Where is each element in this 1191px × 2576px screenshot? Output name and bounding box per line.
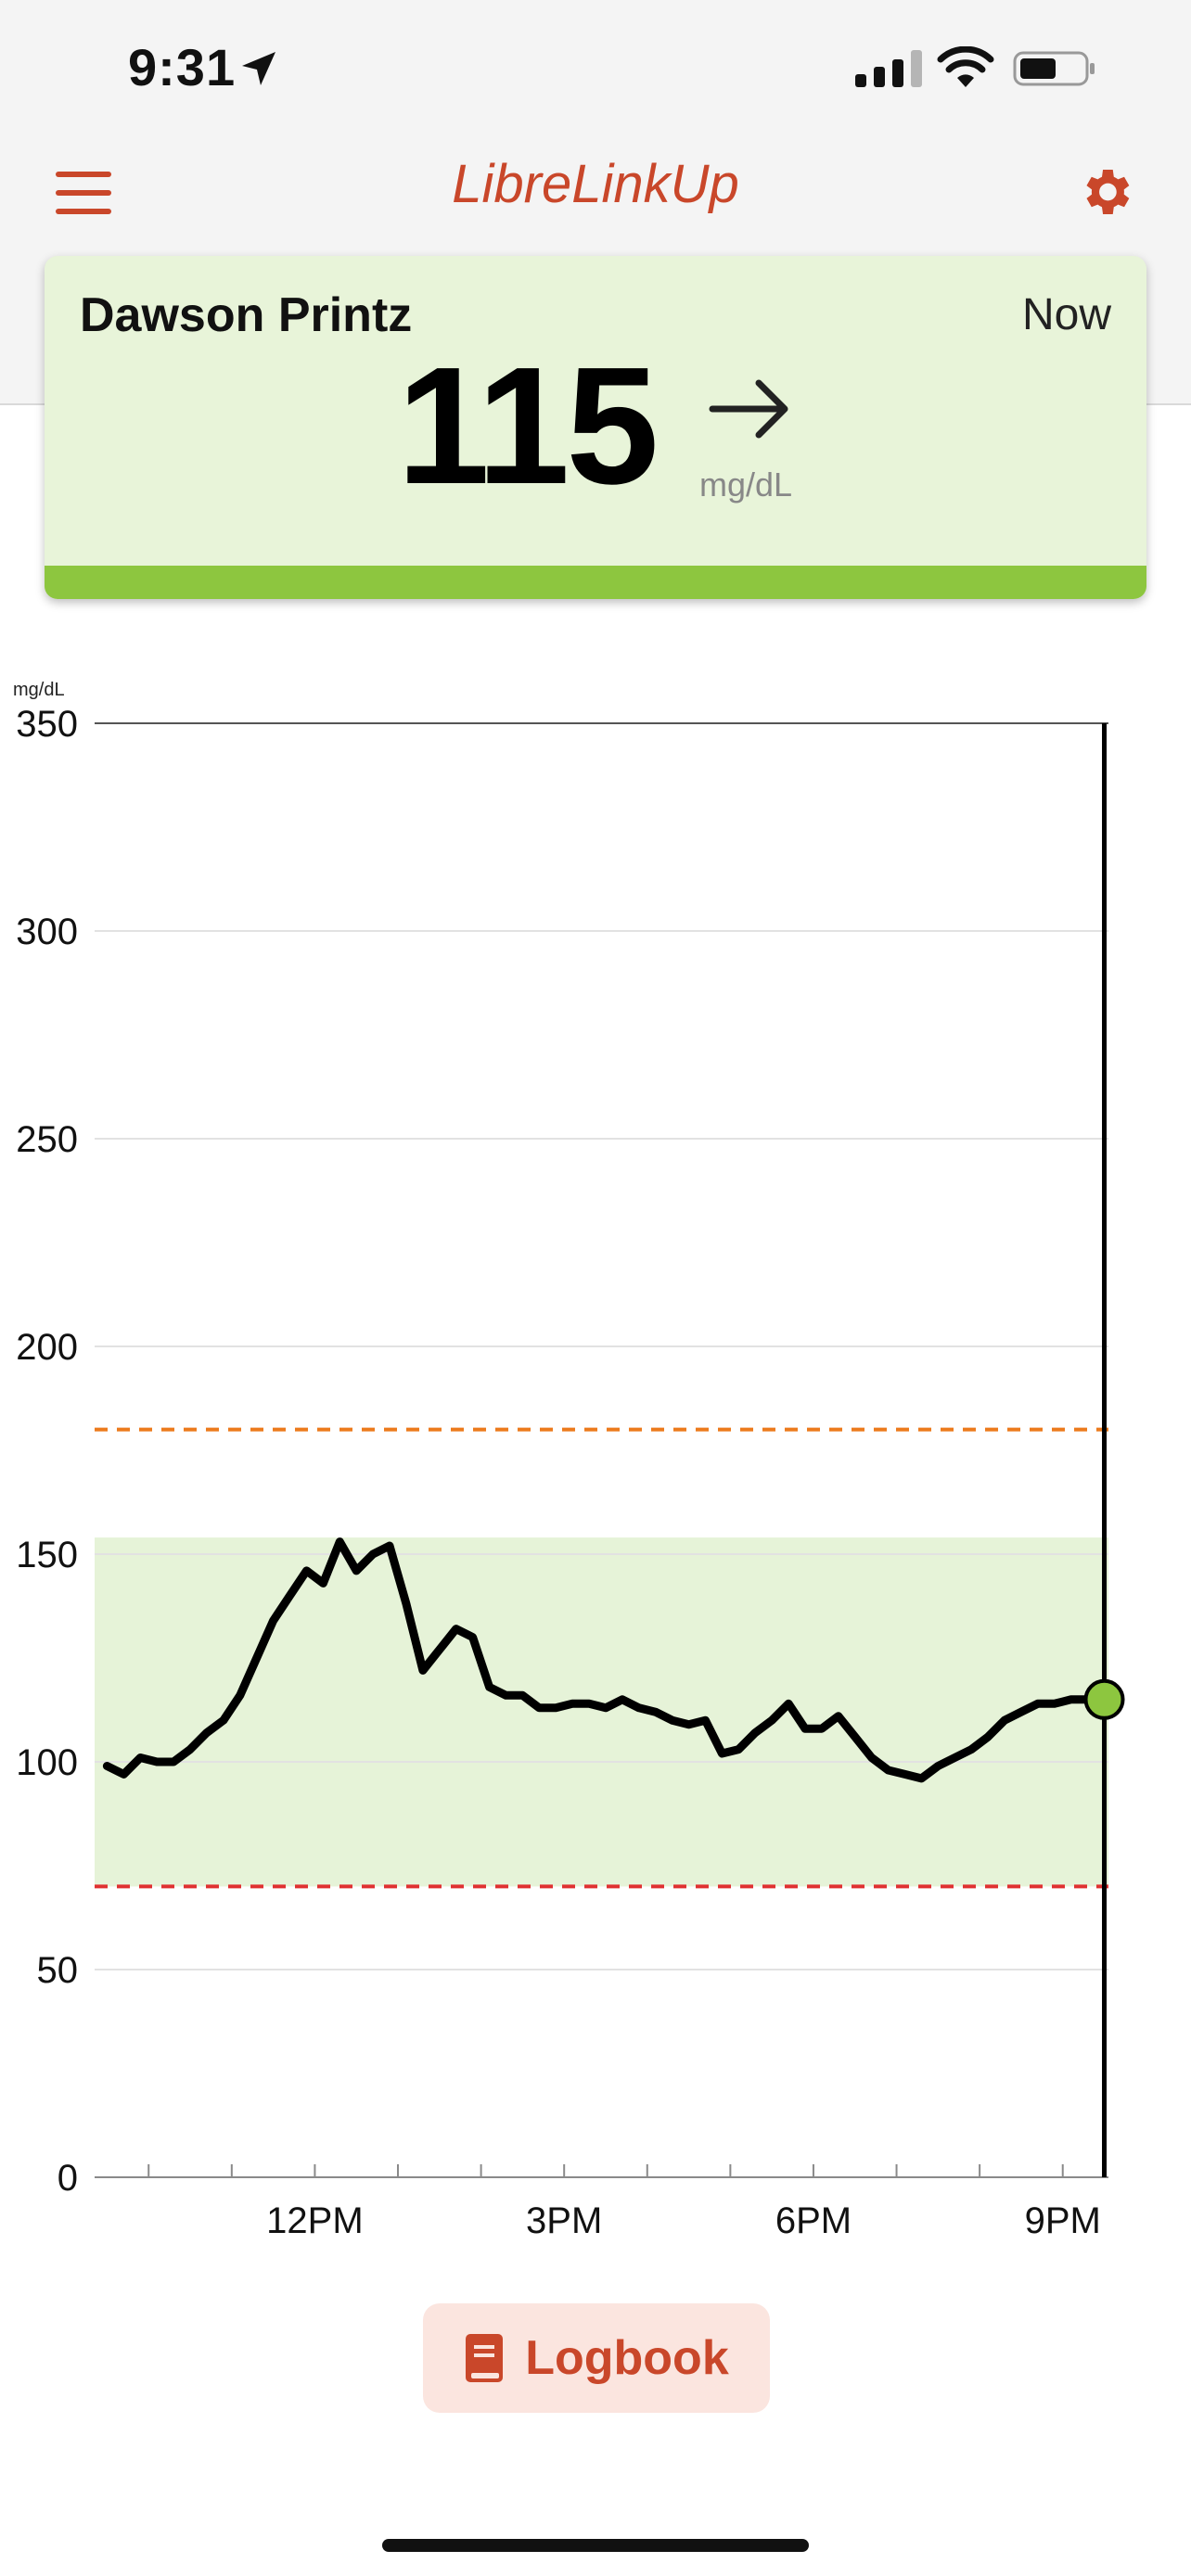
wifi-icon [937,46,994,87]
patient-name: Dawson Printz [80,288,413,342]
y-tick-label: 350 [16,704,78,745]
y-tick-label: 300 [16,912,78,952]
y-tick-label: 100 [16,1742,78,1783]
battery-icon [1013,51,1095,86]
status-time: 9:31 [128,38,237,96]
logbook-icon [466,2334,504,2382]
x-tick-label: 9PM [1025,2200,1101,2241]
x-tick-label: 3PM [526,2200,602,2241]
x-tick-label: 12PM [266,2200,364,2241]
y-tick-label: 250 [16,1119,78,1160]
cellular-signal-icon [855,48,922,87]
x-tick-label: 6PM [775,2200,852,2241]
glucose-reading-card[interactable]: Dawson Printz Now 115 mg/dL [45,256,1146,599]
reading-timestamp: Now [1021,290,1111,339]
status-color-bar [45,566,1146,599]
home-indicator [382,2539,809,2552]
glucose-value: 115 [397,333,659,519]
location-arrow-icon [242,52,275,85]
status-bar: 9:31 [0,0,1191,139]
gear-icon[interactable] [1076,162,1135,222]
y-axis-unit-label: mg/dL [13,680,65,700]
y-tick-label: 150 [16,1535,78,1575]
current-reading-point [1083,1678,1125,1720]
y-tick-label: 200 [16,1327,78,1368]
hamburger-menu-icon[interactable] [56,172,111,214]
glucose-line [102,1537,1108,1783]
glucose-unit: mg/dL [699,465,793,504]
trend-arrow-icon [709,379,788,439]
target-range-band [95,1537,1108,1887]
glucose-chart: 350 300 250 200 150 100 50 0 mg/dL 12PM 3PM 6PM 9PM [13,680,1125,2241]
logbook-button[interactable]: Logbook [423,2303,770,2413]
y-tick-label: 50 [37,1950,79,1991]
y-tick-label: 0 [58,2158,78,2199]
logbook-label: Logbook [525,2331,729,2385]
app-title: LibreLinkUp [452,154,739,214]
